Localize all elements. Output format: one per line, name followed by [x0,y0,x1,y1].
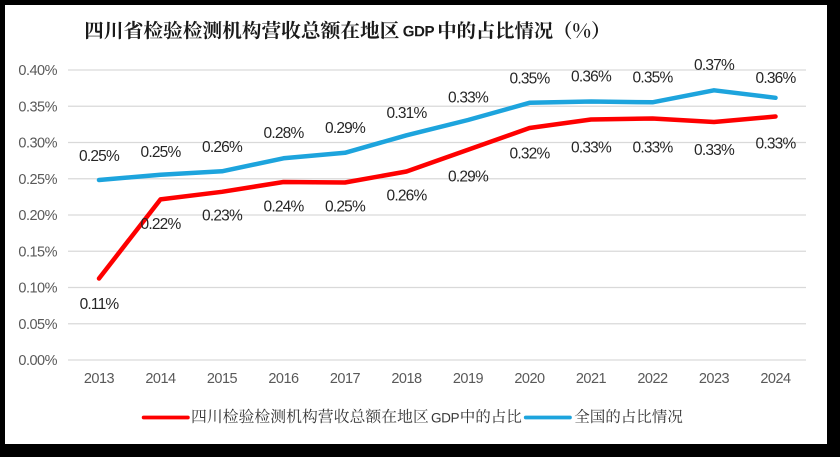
svg-text:2022: 2022 [637,371,668,387]
svg-text:0.25%: 0.25% [18,172,57,188]
svg-text:0.15%: 0.15% [18,244,57,260]
svg-text:0.37%: 0.37% [694,57,735,74]
svg-text:0.33%: 0.33% [633,140,674,157]
svg-text:0.10%: 0.10% [18,281,57,297]
svg-text:0.40%: 0.40% [18,63,57,79]
svg-text:0.33%: 0.33% [448,90,489,107]
svg-text:0.36%: 0.36% [571,69,612,86]
svg-text:0.25%: 0.25% [141,144,182,161]
svg-text:0.35%: 0.35% [18,100,57,116]
svg-text:0.29%: 0.29% [325,120,366,137]
svg-text:0.33%: 0.33% [694,142,735,159]
svg-text:0.32%: 0.32% [510,146,551,163]
svg-text:2023: 2023 [699,371,730,387]
svg-text:0.35%: 0.35% [510,71,551,88]
svg-text:0.11%: 0.11% [80,296,120,313]
svg-text:0.24%: 0.24% [264,199,305,216]
svg-text:2017: 2017 [330,371,361,387]
svg-text:0.36%: 0.36% [756,70,797,87]
svg-text:2014: 2014 [145,371,176,387]
svg-text:2018: 2018 [391,371,422,387]
svg-text:2019: 2019 [453,371,484,387]
svg-text:0.20%: 0.20% [18,208,57,224]
svg-text:0.26%: 0.26% [202,139,243,156]
svg-text:0.29%: 0.29% [448,169,489,186]
svg-text:0.30%: 0.30% [18,136,57,152]
svg-text:0.33%: 0.33% [571,140,612,157]
svg-text:2013: 2013 [84,371,115,387]
svg-text:0.31%: 0.31% [387,105,428,122]
svg-text:0.28%: 0.28% [264,125,305,142]
svg-text:0.35%: 0.35% [633,70,674,87]
svg-text:0.26%: 0.26% [387,188,428,205]
svg-text:2015: 2015 [207,371,238,387]
svg-text:2020: 2020 [514,371,545,387]
svg-text:0.25%: 0.25% [325,199,366,216]
svg-text:2021: 2021 [576,371,607,387]
svg-text:0.33%: 0.33% [756,136,797,153]
svg-text:2016: 2016 [268,371,299,387]
svg-text:0.05%: 0.05% [18,317,57,333]
svg-text:0.25%: 0.25% [79,148,120,165]
svg-text:0.22%: 0.22% [141,216,182,233]
svg-text:2024: 2024 [760,371,791,387]
svg-text:0.23%: 0.23% [202,208,243,225]
svg-text:0.00%: 0.00% [18,353,57,369]
